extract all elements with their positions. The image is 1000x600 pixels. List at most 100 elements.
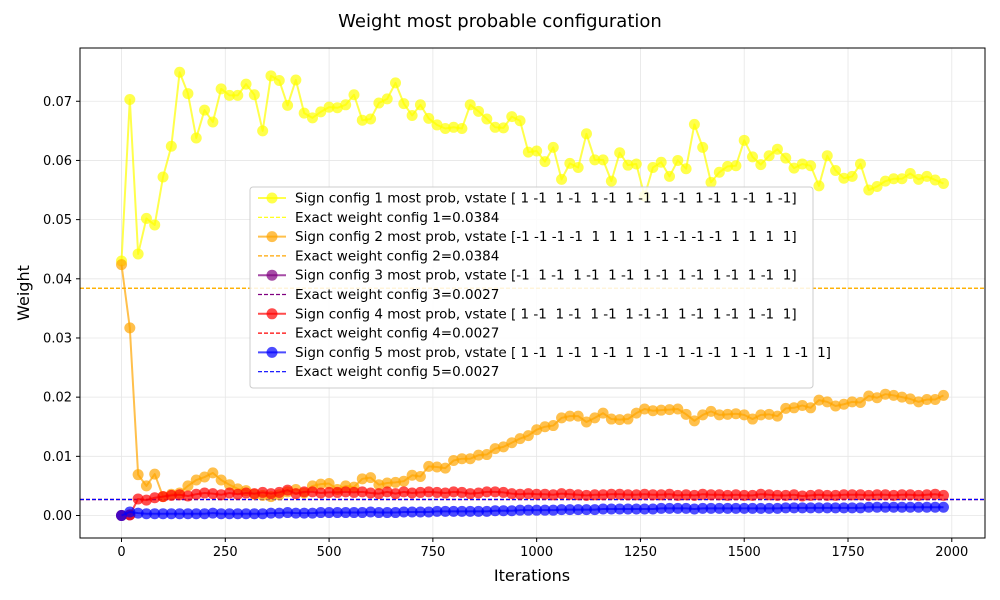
legend-point-marker	[266, 308, 278, 320]
data-point	[888, 489, 900, 501]
data-point	[589, 489, 601, 501]
data-point	[871, 180, 883, 192]
data-point	[556, 173, 568, 185]
data-point	[282, 507, 294, 519]
data-point	[132, 507, 144, 519]
data-point	[614, 147, 626, 159]
data-point	[747, 413, 759, 425]
data-point	[232, 89, 244, 101]
legend-point-marker	[266, 231, 278, 243]
data-point	[531, 424, 543, 436]
data-point	[265, 70, 277, 82]
data-point	[937, 501, 949, 513]
data-point	[381, 93, 393, 105]
legend-label: Exact weight config 5=0.0027	[295, 364, 499, 380]
data-point	[232, 488, 244, 500]
data-point	[771, 502, 783, 514]
data-point	[323, 478, 335, 490]
data-point	[257, 125, 269, 137]
data-point	[605, 488, 617, 500]
data-point	[630, 489, 642, 501]
data-point	[896, 391, 908, 403]
data-point	[323, 486, 335, 498]
data-point	[680, 502, 692, 514]
data-point	[199, 487, 211, 499]
data-point	[813, 180, 825, 192]
series-layer	[116, 66, 949, 522]
data-point	[863, 501, 875, 513]
data-point	[863, 489, 875, 501]
data-point	[248, 89, 260, 101]
data-point	[539, 504, 551, 516]
data-point	[190, 132, 202, 144]
data-point	[157, 171, 169, 183]
data-point	[406, 469, 418, 481]
data-point	[215, 83, 227, 95]
data-point	[273, 75, 285, 87]
data-point	[655, 489, 667, 501]
data-point	[738, 409, 750, 421]
data-point	[830, 165, 842, 176]
x-axis-label: Iterations	[494, 566, 570, 585]
data-point	[124, 506, 136, 518]
data-point	[414, 99, 426, 111]
data-point	[838, 489, 850, 501]
data-point	[722, 489, 734, 501]
data-point	[481, 486, 493, 498]
data-point	[921, 489, 933, 501]
data-point	[182, 88, 194, 100]
data-point	[647, 489, 659, 501]
data-point	[879, 501, 891, 513]
data-point	[373, 479, 385, 491]
data-point	[713, 166, 725, 178]
data-point	[713, 409, 725, 421]
data-point	[456, 453, 468, 465]
data-point	[863, 184, 875, 196]
data-point	[929, 501, 941, 513]
data-point	[805, 160, 817, 172]
data-point	[448, 454, 460, 466]
chart-title: Weight most probable configuration	[338, 11, 662, 32]
data-point	[663, 170, 675, 182]
data-point	[805, 489, 817, 501]
data-point	[165, 140, 177, 152]
data-point	[464, 488, 476, 500]
data-point	[282, 484, 294, 496]
data-point	[190, 488, 202, 500]
data-point	[564, 488, 576, 500]
data-point	[356, 507, 368, 519]
data-point	[788, 402, 800, 414]
x-tick-label: 500	[317, 545, 342, 560]
data-point	[531, 488, 543, 500]
data-point	[464, 99, 476, 111]
data-point	[199, 104, 211, 116]
data-point	[390, 488, 402, 500]
data-point	[863, 390, 875, 402]
data-point	[639, 488, 651, 500]
data-point	[464, 505, 476, 517]
data-point	[373, 97, 385, 109]
data-point	[813, 489, 825, 501]
data-point	[506, 488, 518, 500]
data-point	[431, 486, 443, 498]
legend-entry: Exact weight config 1=0.0384	[258, 210, 499, 226]
data-point	[390, 77, 402, 89]
legend-entry: Exact weight config 3=0.0027	[258, 287, 499, 303]
data-point	[680, 163, 692, 175]
data-point	[896, 501, 908, 513]
data-point	[846, 170, 858, 182]
data-point	[879, 175, 891, 187]
data-point	[937, 489, 949, 501]
data-point	[639, 503, 651, 515]
data-point	[514, 504, 526, 516]
data-point	[356, 114, 368, 126]
data-point	[904, 501, 916, 513]
x-tick-label: 1000	[520, 545, 553, 560]
data-point	[747, 502, 759, 514]
data-point	[572, 162, 584, 174]
data-point	[331, 486, 343, 498]
legend-label: Exact weight config 1=0.0384	[295, 210, 499, 226]
data-point	[489, 121, 501, 133]
data-point	[597, 489, 609, 501]
